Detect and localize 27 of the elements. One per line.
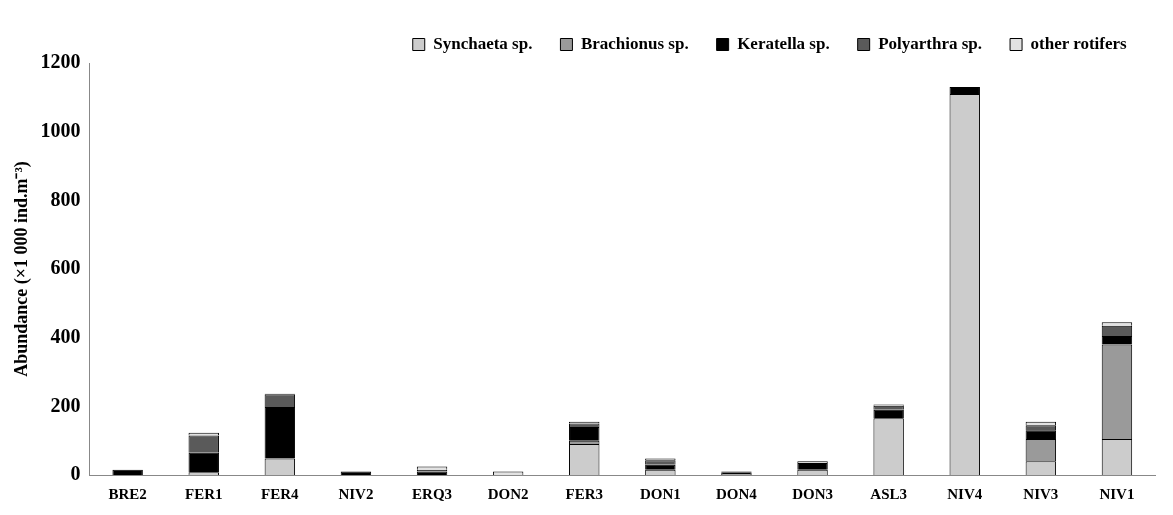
y-tick-label: 400 [50, 324, 81, 347]
x-tick-label: ASL3 [870, 485, 907, 502]
x-tick-label: NIV1 [1099, 485, 1135, 502]
x-tick-label: NIV4 [947, 485, 983, 502]
y-tick-label: 1000 [40, 118, 81, 141]
x-tick-label: FER1 [185, 485, 223, 502]
x-tick-label: BRE2 [108, 485, 147, 502]
x-tick-label: NIV3 [1023, 485, 1059, 502]
x-tick-label: ERQ3 [412, 485, 453, 502]
x-tick-label: DON2 [487, 485, 529, 502]
y-tick-label: 200 [50, 393, 81, 416]
y-tick-label: 1200 [40, 50, 81, 73]
x-tick-label: DON1 [639, 485, 681, 502]
legend-label: other rotifers [1030, 33, 1128, 53]
x-tick-label: NIV2 [338, 485, 374, 502]
legend-label: Synchaeta sp. [433, 33, 533, 53]
y-axis-title: Abundance (×1 000 ind.m⁻³) [11, 161, 33, 377]
y-tick-label: 800 [50, 187, 81, 210]
x-tick-label: FER3 [565, 485, 603, 502]
y-tick-label: 600 [50, 256, 81, 279]
x-tick-label: DON4 [716, 485, 758, 502]
legend-label: Polyarthra sp. [878, 33, 983, 53]
legend-label: Brachionus sp. [580, 33, 689, 53]
x-tick-label: DON3 [792, 485, 833, 502]
legend-label: Keratella sp. [737, 33, 830, 53]
x-tick-label: FER4 [261, 485, 300, 502]
y-tick-label: 0 [70, 462, 81, 485]
